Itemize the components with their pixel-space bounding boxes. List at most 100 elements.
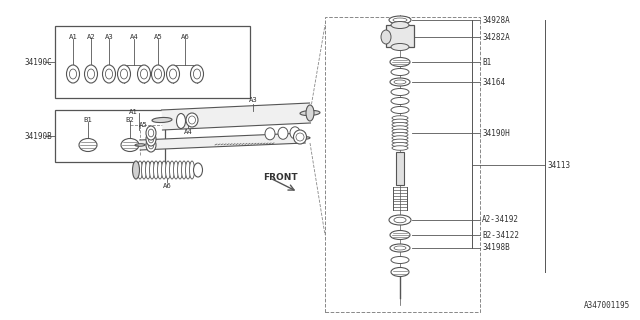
Ellipse shape <box>182 161 186 179</box>
Ellipse shape <box>290 127 300 139</box>
Ellipse shape <box>148 129 154 137</box>
Ellipse shape <box>186 161 191 179</box>
Ellipse shape <box>392 119 408 124</box>
Ellipse shape <box>152 117 172 123</box>
Text: 34198B: 34198B <box>482 244 509 252</box>
Ellipse shape <box>170 69 177 79</box>
Text: A3: A3 <box>104 34 113 40</box>
Text: 34190B: 34190B <box>24 132 52 140</box>
Ellipse shape <box>84 65 97 83</box>
Ellipse shape <box>67 65 79 83</box>
Ellipse shape <box>150 161 154 179</box>
Ellipse shape <box>391 89 409 95</box>
Ellipse shape <box>394 246 406 250</box>
Ellipse shape <box>106 69 113 79</box>
Ellipse shape <box>140 69 148 79</box>
Ellipse shape <box>278 127 288 139</box>
Ellipse shape <box>154 69 161 79</box>
Ellipse shape <box>393 18 407 22</box>
Ellipse shape <box>173 161 179 179</box>
Ellipse shape <box>118 65 131 83</box>
Text: B2-34122: B2-34122 <box>482 230 519 239</box>
Ellipse shape <box>166 65 179 83</box>
Ellipse shape <box>157 161 163 179</box>
Ellipse shape <box>390 230 410 239</box>
Ellipse shape <box>391 268 409 276</box>
Text: B2: B2 <box>125 117 134 123</box>
Ellipse shape <box>265 128 275 140</box>
Ellipse shape <box>390 58 410 67</box>
Ellipse shape <box>392 132 408 137</box>
Ellipse shape <box>394 80 406 84</box>
Text: A5: A5 <box>154 34 163 40</box>
Text: A4: A4 <box>184 129 193 135</box>
Ellipse shape <box>391 21 409 28</box>
Bar <box>386 25 414 47</box>
Ellipse shape <box>392 142 408 147</box>
Text: A1: A1 <box>129 109 138 115</box>
Text: B1: B1 <box>482 58 492 67</box>
Ellipse shape <box>121 139 139 151</box>
Ellipse shape <box>193 163 202 177</box>
Ellipse shape <box>391 107 409 114</box>
Ellipse shape <box>392 116 408 120</box>
Ellipse shape <box>296 133 304 141</box>
Ellipse shape <box>392 126 408 130</box>
Ellipse shape <box>294 130 307 144</box>
Ellipse shape <box>102 65 115 83</box>
Text: 34928A: 34928A <box>482 15 509 25</box>
Text: 34190C: 34190C <box>24 58 52 67</box>
Ellipse shape <box>145 161 150 179</box>
Ellipse shape <box>132 161 140 179</box>
Text: A6: A6 <box>180 34 189 40</box>
Text: 34164: 34164 <box>482 77 505 86</box>
Ellipse shape <box>392 136 408 140</box>
Ellipse shape <box>141 161 147 179</box>
Text: A1: A1 <box>68 34 77 40</box>
Text: 34282A: 34282A <box>482 33 509 42</box>
Ellipse shape <box>146 132 156 146</box>
Text: 34190H: 34190H <box>482 129 509 138</box>
Ellipse shape <box>381 30 391 44</box>
Ellipse shape <box>138 161 143 179</box>
Ellipse shape <box>390 78 410 86</box>
Ellipse shape <box>154 161 159 179</box>
Ellipse shape <box>394 217 406 223</box>
Text: A2-34192: A2-34192 <box>482 215 519 225</box>
Polygon shape <box>140 133 305 150</box>
Ellipse shape <box>193 69 200 79</box>
Bar <box>55 26 250 98</box>
Ellipse shape <box>389 215 411 225</box>
Ellipse shape <box>148 135 154 143</box>
Ellipse shape <box>306 105 314 121</box>
Ellipse shape <box>390 244 410 252</box>
Ellipse shape <box>152 65 164 83</box>
Ellipse shape <box>391 257 409 263</box>
Text: A5: A5 <box>140 122 148 128</box>
Text: A4: A4 <box>130 34 138 40</box>
Ellipse shape <box>138 65 150 83</box>
Ellipse shape <box>391 44 409 51</box>
Bar <box>396 152 404 185</box>
Ellipse shape <box>189 161 195 179</box>
Ellipse shape <box>391 68 409 76</box>
Ellipse shape <box>177 161 182 179</box>
Ellipse shape <box>392 146 408 150</box>
Ellipse shape <box>120 69 127 79</box>
Ellipse shape <box>170 161 175 179</box>
Ellipse shape <box>186 113 198 127</box>
Text: B1: B1 <box>84 117 92 123</box>
Ellipse shape <box>300 110 320 116</box>
Ellipse shape <box>191 65 204 83</box>
Text: FRONT: FRONT <box>263 172 298 181</box>
Ellipse shape <box>389 16 411 24</box>
Bar <box>325 17 480 312</box>
Ellipse shape <box>88 69 95 79</box>
Text: A2: A2 <box>86 34 95 40</box>
Ellipse shape <box>79 139 97 151</box>
Ellipse shape <box>300 137 310 139</box>
Ellipse shape <box>161 161 166 179</box>
Ellipse shape <box>135 144 145 146</box>
Ellipse shape <box>391 98 409 105</box>
Ellipse shape <box>189 116 195 124</box>
